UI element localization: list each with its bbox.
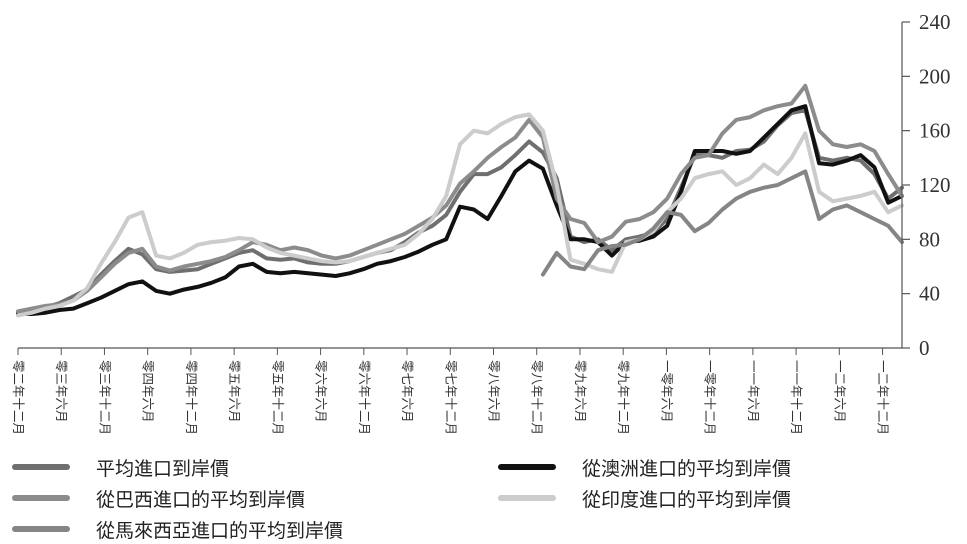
x-tick-label: 一二年六月 (832, 360, 847, 423)
legend-label-average: 平均進口到岸價 (96, 457, 230, 480)
x-tick-label: 零三年十二月 (97, 360, 112, 435)
legend-label-malaysia: 從馬來西亞進口的平均到岸價 (96, 519, 344, 542)
legend-item-average: 平均進口到岸價 (12, 452, 229, 482)
x-tick-label: 一零年六月 (659, 360, 674, 423)
x-tick-label: 零三年六月 (54, 360, 69, 423)
x-tick-label: 一二年十二月 (876, 360, 891, 435)
legend-swatch-australia (498, 464, 556, 470)
legend-label-australia: 從澳洲進口的平均到岸價 (582, 457, 792, 480)
x-tick-label: 一一年十二月 (789, 360, 804, 435)
y-tick-label: 80 (919, 227, 940, 251)
legend-item-australia: 從澳洲進口的平均到岸價 (498, 452, 791, 482)
x-tick-label: 一一年六月 (746, 360, 761, 423)
x-tick-label: 一零年十二月 (703, 360, 718, 435)
legend-label-brazil: 從巴西進口的平均到岸價 (96, 488, 306, 511)
legend-item-india: 從印度進口的平均到岸價 (498, 483, 791, 513)
x-tick-label: 零六年六月 (314, 360, 329, 423)
series-line-3 (16, 112, 904, 318)
x-tick-label: 零七年六月 (400, 360, 415, 423)
series-lines (16, 83, 904, 318)
legend: 平均進口到岸價 從澳洲進口的平均到岸價 從巴西進口的平均到岸價 從印度進口的平均… (0, 450, 967, 543)
legend-swatch-brazil (12, 495, 70, 501)
series-line-4 (540, 169, 904, 277)
y-tick-label: 200 (919, 64, 951, 88)
x-tick-label: 零七年十二月 (443, 360, 458, 435)
y-tick-label: 160 (919, 119, 951, 143)
y-tick-label: 240 (919, 10, 951, 34)
y-axis: 0 40 80 120 160 200 240 (901, 10, 951, 360)
legend-item-malaysia: 從馬來西亞進口的平均到岸價 (12, 514, 343, 544)
x-tick-label: 零四年十二月 (184, 360, 199, 435)
y-tick-label: 120 (919, 173, 951, 197)
x-tick-label: 零九年六月 (573, 360, 588, 423)
legend-label-india: 從印度進口的平均到岸價 (582, 488, 792, 511)
x-tick-label: 零四年六月 (141, 360, 156, 423)
x-tick-label: 零八年十二月 (530, 360, 545, 435)
x-tick-label: 零八年六月 (487, 360, 502, 423)
x-tick-label: 零五年十二月 (270, 360, 285, 435)
series-line-2 (16, 83, 904, 314)
y-tick-label: 0 (919, 336, 930, 360)
x-tick-label: 零九年十二月 (616, 360, 631, 435)
legend-item-brazil: 從巴西進口的平均到岸價 (12, 483, 305, 513)
legend-swatch-malaysia (12, 526, 70, 532)
x-axis: 零二年十二月 零三年六月 零三年十二月 零四年六月 零四年十二月 零五年六月 零五年十二月 零… (11, 347, 902, 435)
x-tick-label: 零六年十二月 (357, 360, 372, 435)
x-tick-label: 零五年六月 (227, 360, 242, 423)
series-line-1 (16, 104, 904, 316)
line-chart: 零二年十二月 零三年六月 零三年十二月 零四年六月 零四年十二月 零五年六月 零五年十二月 零… (11, 10, 951, 435)
x-tick-label: 零二年十二月 (11, 360, 26, 435)
y-tick-label: 40 (919, 282, 940, 306)
legend-swatch-average (12, 464, 70, 470)
legend-swatch-india (498, 495, 556, 501)
